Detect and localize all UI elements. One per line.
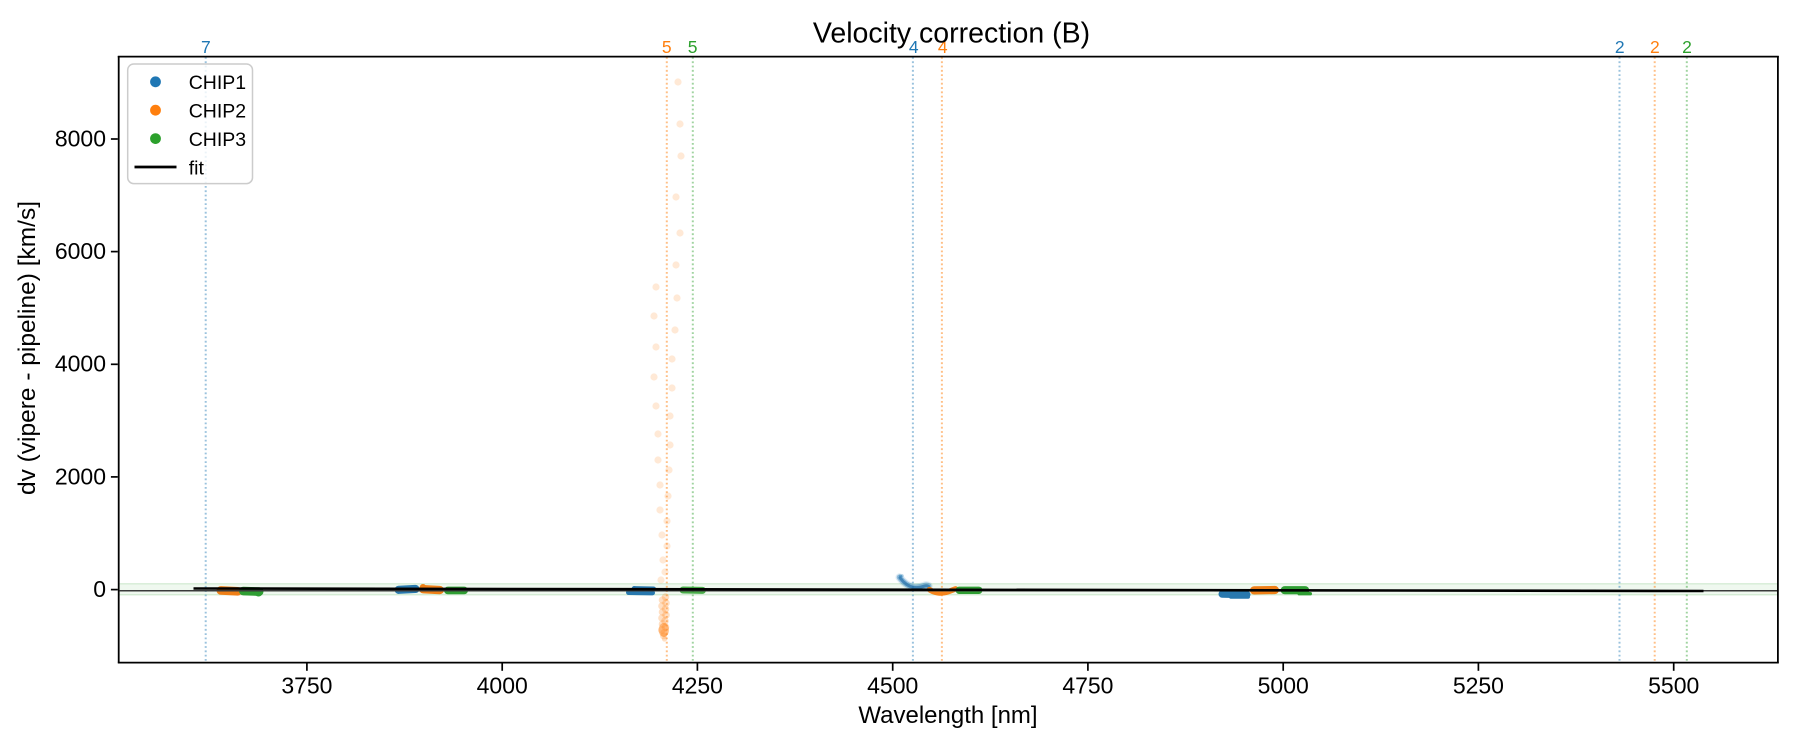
svg-text:dv (vipere - pipeline) [km/s]: dv (vipere - pipeline) [km/s]	[14, 201, 41, 495]
svg-text:4000: 4000	[55, 351, 106, 377]
svg-text:4250: 4250	[672, 673, 723, 699]
svg-text:CHIP2: CHIP2	[189, 101, 246, 123]
svg-text:6000: 6000	[55, 238, 106, 264]
svg-text:fit: fit	[189, 157, 205, 179]
svg-text:3750: 3750	[281, 673, 332, 699]
svg-text:5000: 5000	[1258, 673, 1309, 699]
svg-text:Wavelength [nm]: Wavelength [nm]	[858, 702, 1037, 729]
svg-text:5500: 5500	[1648, 673, 1699, 699]
svg-text:CHIP3: CHIP3	[189, 129, 246, 151]
svg-text:8000: 8000	[55, 125, 106, 151]
svg-text:2: 2	[1682, 37, 1692, 57]
svg-text:Velocity correction (B): Velocity correction (B)	[813, 18, 1090, 50]
svg-text:7: 7	[201, 37, 211, 57]
svg-text:4: 4	[909, 37, 919, 57]
svg-text:2000: 2000	[55, 463, 106, 489]
svg-text:4: 4	[938, 37, 948, 57]
svg-text:4000: 4000	[477, 673, 528, 699]
svg-text:2: 2	[1615, 37, 1625, 57]
svg-text:5: 5	[688, 37, 698, 57]
svg-text:5250: 5250	[1453, 673, 1504, 699]
svg-text:5: 5	[662, 37, 672, 57]
svg-text:0: 0	[93, 576, 106, 602]
svg-text:2: 2	[1650, 37, 1660, 57]
svg-text:CHIP1: CHIP1	[189, 72, 246, 94]
svg-text:4750: 4750	[1062, 673, 1113, 699]
svg-text:4500: 4500	[867, 673, 918, 699]
